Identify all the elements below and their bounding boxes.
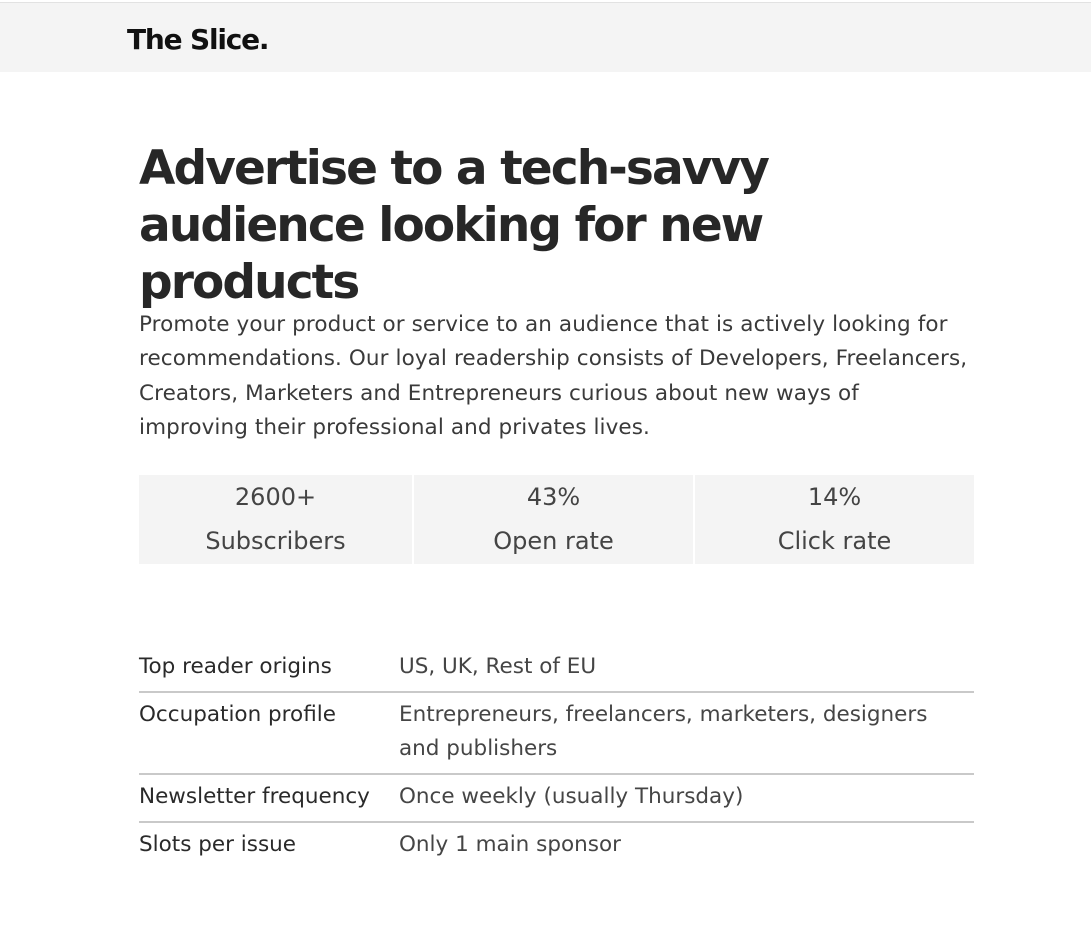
stat-label: Open rate bbox=[493, 527, 614, 555]
table-row: Slots per issue Only 1 main sponsor bbox=[139, 822, 974, 869]
spec-label: Newsletter frequency bbox=[139, 784, 370, 809]
stats-bar: 2600+ Subscribers 43% Open rate 14% Clic… bbox=[139, 475, 974, 564]
site-header: The Slice. bbox=[0, 2, 1091, 72]
intro-paragraph: Promote your product or service to an au… bbox=[139, 312, 968, 440]
stat-value: 2600+ bbox=[234, 483, 317, 511]
spec-value: Entrepreneurs, freelancers, marketers, d… bbox=[399, 702, 928, 761]
spec-label: Top reader origins bbox=[139, 654, 332, 679]
stat-value: 14% bbox=[807, 483, 862, 511]
brand-logo-link[interactable]: The Slice. bbox=[127, 23, 270, 56]
stat-click-rate: 14% Click rate bbox=[695, 475, 974, 564]
spec-value: US, UK, Rest of EU bbox=[399, 654, 597, 679]
stat-value: 43% bbox=[526, 483, 581, 511]
stat-open-rate: 43% Open rate bbox=[414, 475, 693, 564]
table-row: Top reader origins US, UK, Rest of EU bbox=[139, 645, 974, 692]
table-row: Occupation profile Entrepreneurs, freela… bbox=[139, 692, 974, 774]
stat-subscribers: 2600+ Subscribers bbox=[139, 475, 412, 564]
spec-label: Slots per issue bbox=[139, 832, 297, 857]
table-row: Newsletter frequency Once weekly (usuall… bbox=[139, 774, 974, 822]
audience-specs-table: Top reader origins US, UK, Rest of EU Oc… bbox=[139, 645, 974, 869]
spec-label: Occupation profile bbox=[139, 702, 336, 727]
stat-label: Click rate bbox=[777, 527, 892, 555]
main-content: Advertise to a tech-savvy audience looki… bbox=[139, 140, 974, 857]
spec-value: Only 1 main sponsor bbox=[399, 832, 621, 857]
stat-label: Subscribers bbox=[205, 527, 346, 555]
page-headline: Advertise to a tech-savvy audience looki… bbox=[139, 141, 770, 310]
spec-value: Once weekly (usually Thursday) bbox=[399, 784, 744, 809]
